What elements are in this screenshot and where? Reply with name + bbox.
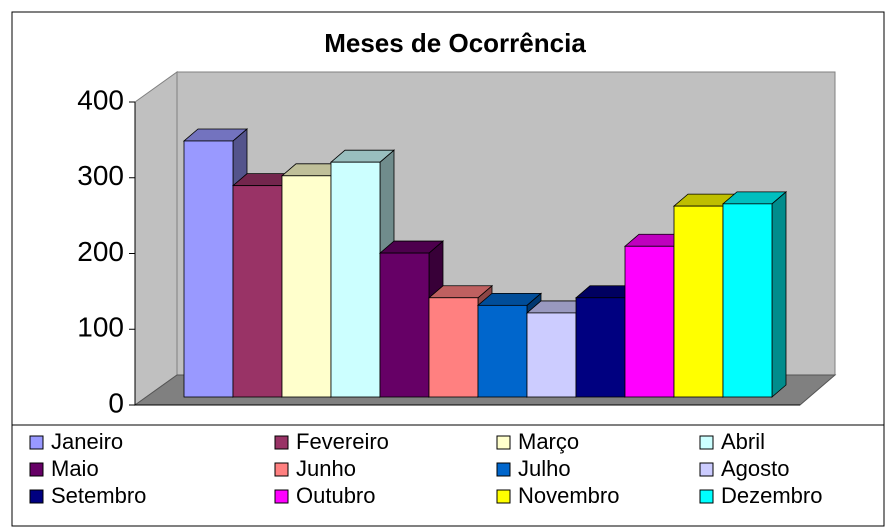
legend-swatch: [274, 462, 289, 477]
bar: [183, 140, 234, 398]
legend-swatch: [274, 435, 289, 450]
bar: [526, 312, 577, 398]
legend-label: Dezembro: [721, 483, 822, 508]
bar: [477, 304, 528, 398]
legend-label: Agosto: [721, 456, 790, 481]
chart-title: Meses de Ocorrência: [324, 28, 586, 58]
bar: [673, 205, 724, 398]
y-tick-label: 200: [77, 236, 124, 267]
legend-swatch: [29, 462, 44, 477]
side-wall: [134, 71, 178, 406]
y-tick-label: 400: [77, 84, 124, 115]
legend-label: Julho: [518, 456, 571, 481]
y-tick-label: 100: [77, 312, 124, 343]
y-tick-label: 0: [108, 387, 124, 418]
legend-label: Outubro: [296, 483, 376, 508]
legend: [11, 424, 885, 527]
legend-swatch: [496, 462, 511, 477]
legend-swatch: [274, 489, 289, 504]
legend-swatch: [699, 435, 714, 450]
bar: [428, 297, 479, 398]
legend-swatch: [699, 462, 714, 477]
legend-swatch: [699, 489, 714, 504]
legend-label: Janeiro: [51, 429, 123, 454]
bar: [722, 203, 773, 398]
legend-swatch: [496, 489, 511, 504]
bar: [379, 252, 430, 398]
bar: [232, 185, 283, 398]
legend-label: Novembro: [518, 483, 619, 508]
legend-label: Fevereiro: [296, 429, 389, 454]
bar: [624, 245, 675, 398]
legend-label: Junho: [296, 456, 356, 481]
y-tick-label: 300: [77, 160, 124, 191]
legend-label: Maio: [51, 456, 99, 481]
bar: [281, 175, 332, 398]
legend-label: Março: [518, 429, 579, 454]
legend-swatch: [29, 435, 44, 450]
bar: [575, 297, 626, 398]
legend-label: Setembro: [51, 483, 146, 508]
legend-swatch: [496, 435, 511, 450]
legend-label: Abril: [721, 429, 765, 454]
bar: [330, 161, 381, 398]
bar-side: [771, 190, 787, 398]
legend-swatch: [29, 489, 44, 504]
